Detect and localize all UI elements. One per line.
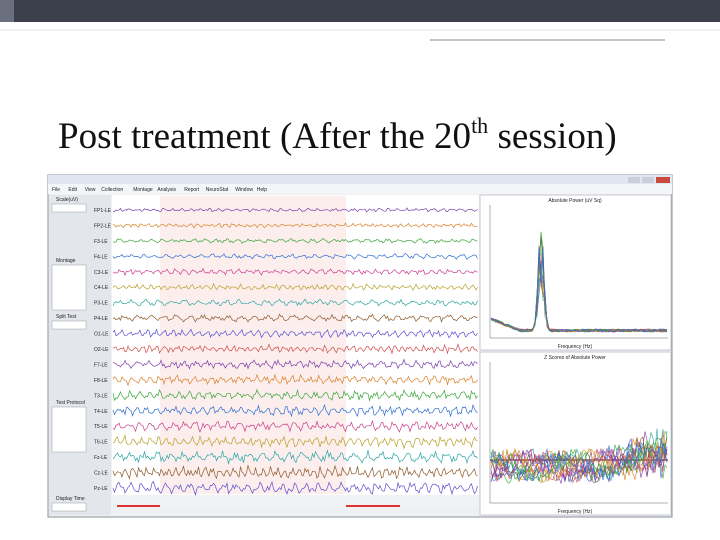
eeg-trace — [112, 252, 478, 260]
spectrum-panel — [479, 194, 672, 351]
menu-item[interactable]: Edit — [68, 187, 77, 193]
window-button — [628, 177, 640, 183]
channel-label: C4-LE — [94, 285, 109, 291]
channel-label: T4-LE — [94, 409, 108, 415]
channel-label: Cz-LE — [94, 471, 109, 477]
axis-label: Frequency (Hz) — [558, 344, 593, 350]
eeg-trace — [112, 328, 478, 339]
menu-item[interactable]: File — [52, 187, 60, 193]
channel-label: O1-LE — [94, 332, 109, 338]
channel-label: F3-LE — [94, 239, 108, 245]
channel-label: P3-LE — [94, 301, 109, 307]
panel-title: Z Scores of Absolute Power — [544, 355, 606, 361]
panel-box[interactable] — [51, 406, 87, 453]
eeg-trace — [112, 267, 478, 277]
panel-title: Absolute Power (uV Sq) — [548, 198, 602, 204]
eeg-trace — [113, 207, 478, 213]
menu-item[interactable]: Help — [257, 187, 268, 193]
window-titlebar — [48, 175, 672, 184]
channel-label: T5-LE — [94, 424, 108, 430]
channel-label: T3-LE — [94, 393, 108, 399]
channel-label: C3-LE — [94, 270, 109, 276]
spectrum-trace — [490, 232, 668, 333]
menu-item[interactable]: Analysis — [157, 187, 176, 193]
panel-label: Scale(uV) — [56, 197, 78, 203]
spectrum-trace — [490, 433, 668, 483]
channel-label: FP2-LE — [94, 223, 112, 229]
menu-item[interactable]: NeuroStat — [206, 187, 229, 193]
eeg-trace — [112, 238, 478, 244]
channel-label: Fz-LE — [94, 455, 108, 461]
spectrum-trace — [490, 443, 668, 485]
spectrum-trace — [490, 246, 668, 333]
eeg-trace — [112, 298, 478, 307]
menu-item[interactable]: View — [85, 187, 96, 193]
eeg-trace — [112, 358, 478, 370]
spectrum-trace — [490, 443, 668, 484]
panel-box[interactable] — [51, 203, 87, 213]
eeg-trace — [112, 403, 478, 418]
eeg-trace — [112, 433, 478, 450]
spectrum-trace — [490, 436, 668, 484]
channel-label: F4-LE — [94, 254, 108, 260]
menu-item[interactable]: Report — [184, 187, 200, 193]
eeg-trace — [112, 419, 478, 433]
panel-label: Display Time — [56, 496, 85, 502]
selection-shade — [160, 196, 346, 494]
slide-title: Post treatment (After the 20th session) — [58, 113, 617, 157]
channel-label: F7-LE — [94, 362, 108, 368]
eeg-trace — [112, 343, 478, 355]
screenshot — [47, 174, 673, 518]
channel-label: P4-LE — [94, 316, 109, 322]
panel-box[interactable] — [51, 502, 87, 512]
left-panel — [49, 195, 111, 515]
title-end: session) — [488, 116, 616, 157]
menu-item[interactable]: Montage — [133, 187, 153, 193]
eeg-trace — [112, 313, 478, 323]
eeg-trace — [112, 222, 478, 229]
panel-label: Split Test — [56, 314, 77, 320]
eeg-trace — [112, 480, 478, 497]
eeg-trace — [112, 388, 478, 402]
window-close — [656, 177, 670, 183]
panel-label: Test Protocol — [56, 400, 85, 406]
channel-label: O2-LE — [94, 347, 109, 353]
eeg-trace — [112, 282, 478, 291]
panel-label: Montage — [56, 258, 76, 264]
spectrum-trace — [490, 437, 668, 482]
channel-label: Pz-LE — [94, 486, 108, 492]
spectrum-trace — [490, 442, 668, 483]
top-band — [0, 0, 720, 22]
time-axis — [112, 495, 479, 507]
top-band-accent — [0, 0, 14, 22]
channel-label: FP1-LE — [94, 208, 112, 214]
window-button — [642, 177, 654, 183]
panel-box[interactable] — [51, 264, 87, 311]
eeg-trace — [112, 464, 478, 480]
channel-label: T6-LE — [94, 440, 108, 446]
menu-item[interactable]: Window — [235, 187, 253, 193]
title-main: Post treatment (After the 20 — [58, 116, 471, 157]
eeg-trace — [112, 449, 478, 465]
zscore-panel — [479, 351, 672, 516]
title-superscript: th — [471, 113, 488, 138]
menu-bar — [48, 184, 672, 194]
panel-box[interactable] — [51, 320, 87, 330]
channel-label: F8-LE — [94, 378, 108, 384]
axis-label: Frequency (Hz) — [558, 509, 593, 515]
menu-item[interactable]: Collection — [101, 187, 123, 193]
spectrum-trace — [490, 436, 668, 481]
eeg-trace — [112, 373, 478, 387]
